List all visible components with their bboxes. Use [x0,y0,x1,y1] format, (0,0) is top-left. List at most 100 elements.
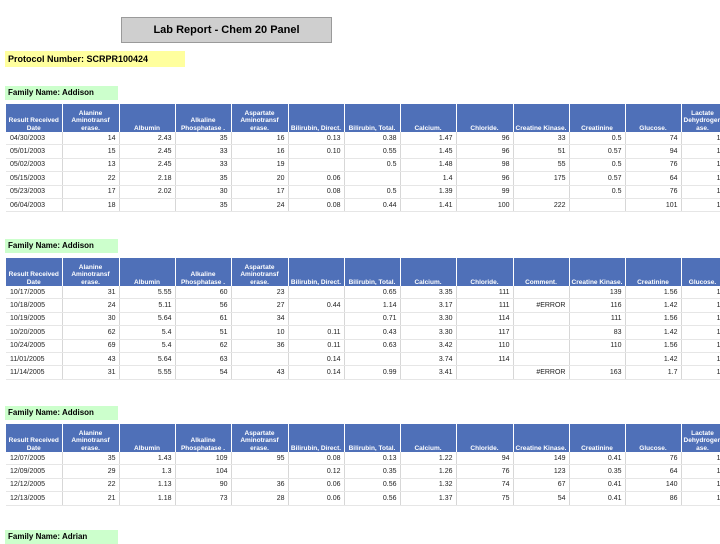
table-cell [513,286,570,300]
table-cell: 0.06 [288,171,345,186]
table-cell: 5.55 [119,365,176,380]
table-cell: 0.12 [288,464,345,479]
column-header: Bilirubin, Direct. [288,424,345,452]
table-cell: 101 [625,198,682,213]
table-cell: 28 [231,491,289,506]
table-cell: 96 [456,144,514,159]
table-cell: 0.13 [288,132,345,146]
table-cell: 117 [456,325,514,340]
table-cell: 33 [513,132,570,146]
table-row: 12/09/2005 29 1.3 104 0.12 0.35 1.26 76 123 0.35 6… [6,464,720,479]
column-header: Lactate Dehydrogen ase. [681,104,720,132]
table-cell: 76 [456,464,514,479]
table-row: 10/20/2005 62 5.4 51 10 0.11 0.43 3.30 117 83 1.42… [6,325,720,340]
table-cell: 74 [625,132,682,146]
table-cell: 22 [62,478,120,493]
table-cell: 1.26 [400,464,457,479]
table-cell: 1.13 [119,478,176,493]
table-cell: 35 [175,132,232,146]
table-cell: 3.35 [400,286,457,300]
column-header: Creatine Kinase. [513,104,570,132]
table-cell: 5.55 [119,286,176,300]
table-cell: 56 [175,298,232,313]
table-cell: 5.64 [119,352,176,367]
table-cell: 1 [681,352,720,367]
table-cell: 17 [231,185,289,199]
column-header: Result Received Date [6,104,63,132]
table-cell: 35 [175,171,232,186]
table-cell: 17 [62,185,120,199]
table-cell: 1 [681,286,720,300]
table-cell: 2.02 [119,185,176,199]
table-cell: 3.42 [400,339,457,353]
table-cell: 19 [231,158,289,173]
table-cell: 76 [625,185,682,199]
table-cell: 0.14 [288,365,345,380]
table-cell: 1 [681,478,720,493]
column-header: Bilirubin, Direct. [288,258,345,286]
table-cell: 0.5 [344,158,401,173]
table-cell: 16 [231,132,289,146]
column-header: Result Received Date [6,424,63,452]
table-cell: 05/15/2003 [6,171,63,186]
column-header: Lactate Dehydrogen ase. [681,424,720,452]
column-header: Albumin [119,104,176,132]
table-cell: 75 [456,491,514,506]
table-cell: 96 [456,171,514,186]
table-cell: 0.44 [288,298,345,313]
protocol-number: Protocol Number: SCRPR100424 [5,51,185,67]
column-header: Aspartate Aminotransf erase. [231,104,289,132]
table-cell: 64 [625,171,682,186]
table-cell: 2.45 [119,158,176,173]
table-row: 12/13/2005 21 1.18 73 28 0.06 0.56 1.37 75 54 0.41… [6,491,720,506]
table-cell: 05/01/2003 [6,144,63,159]
table-cell: 1.47 [400,132,457,146]
family-name-label: Family Name: Addison [5,86,118,100]
table-cell: 10/24/2005 [6,339,63,353]
table-cell: 20 [231,171,289,186]
table-cell: 5.4 [119,339,176,353]
table-cell: 76 [625,452,682,466]
table-row: 10/18/2005 24 5.11 56 27 0.44 1.14 3.17 111 #ERRO… [6,298,720,313]
table-cell: 1 [681,339,720,353]
table-cell: 1 [681,298,720,313]
table-cell: 94 [625,144,682,159]
table-cell [344,352,401,367]
table-cell: 0.06 [288,478,345,493]
table-cell: 10/18/2005 [6,298,63,313]
column-header: Bilirubin, Total. [344,424,401,452]
table-cell: 1 [681,312,720,327]
column-header: Alkaline Phosphatase . [175,424,232,452]
table-cell: 1 [681,158,720,173]
table-cell: 3.74 [400,352,457,367]
table-cell: #ERROR [513,365,570,380]
table-cell: 43 [62,352,120,367]
table-cell [513,352,570,367]
table-cell: 0.41 [569,491,626,506]
column-header: Albumin [119,424,176,452]
table-cell: 100 [456,198,514,213]
table-cell: 13 [62,158,120,173]
table-cell: 0.5 [569,185,626,199]
table-cell: 15 [62,144,120,159]
table-cell [231,464,289,479]
table-cell: 74 [456,478,514,493]
table-cell: 64 [625,464,682,479]
table-cell: 96 [456,132,514,146]
table-cell: 0.13 [344,452,401,466]
table-cell: 11/01/2005 [6,352,63,367]
table-cell [288,286,345,300]
table-cell: 139 [569,286,626,300]
table-cell: 33 [175,158,232,173]
table-cell: 12/07/2005 [6,452,63,466]
table-cell: 111 [456,298,514,313]
table-cell: 1.37 [400,491,457,506]
table-cell: 0.06 [288,491,345,506]
table-cell: #ERROR [513,298,570,313]
table-cell: 55 [513,158,570,173]
table-cell: 0.71 [344,312,401,327]
column-header: Alanine Aminotransf erase. [62,258,120,286]
table-cell: 1 [681,185,720,199]
